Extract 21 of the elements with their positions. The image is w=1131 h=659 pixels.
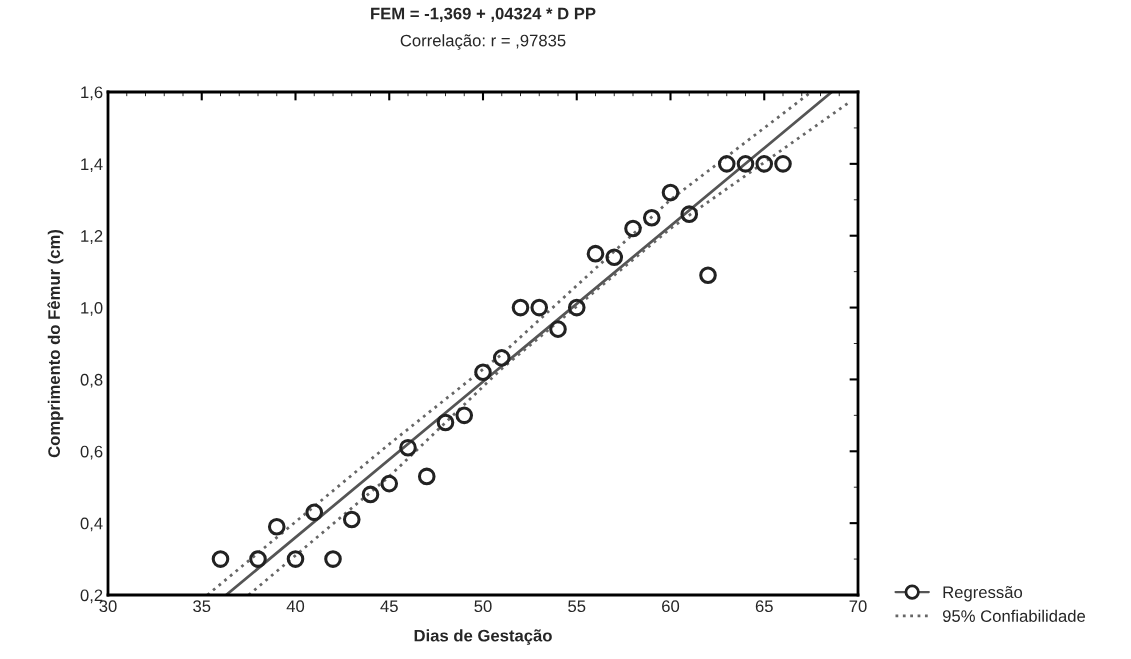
y-tick-label: 1,4 — [81, 158, 103, 173]
x-tick-label: 40 — [286, 600, 305, 613]
x-tick-label: 55 — [568, 600, 586, 613]
y-axis-title: Comprimento do Fêmur (cm) — [47, 229, 64, 458]
x-tick-label: 70 — [849, 600, 867, 613]
chart-title: FEM = -1,369 + ,04324 * D PP — [371, 7, 596, 22]
y-tick-label: 0,4 — [80, 517, 103, 532]
x-axis-title: Dias de Gestação — [414, 629, 552, 645]
x-tick-label: 50 — [474, 600, 492, 613]
x-tick-label: 35 — [193, 600, 211, 613]
chart-subtitle: Correlação: r = ,97835 — [400, 34, 566, 50]
x-tick-label: 45 — [380, 600, 398, 613]
y-tick-label: 0,6 — [80, 445, 103, 460]
y-tick-label: 1,0 — [81, 301, 103, 316]
x-tick-label: 65 — [755, 600, 773, 613]
legend-label: Regressão — [943, 585, 1023, 602]
legend-label: 95% Confiabilidade — [942, 609, 1086, 622]
x-tick-label: 60 — [662, 600, 680, 613]
y-tick-label: 1,6 — [81, 86, 103, 101]
y-tick-label: 0,8 — [80, 373, 103, 388]
y-tick-label: 1,2 — [81, 230, 103, 244]
